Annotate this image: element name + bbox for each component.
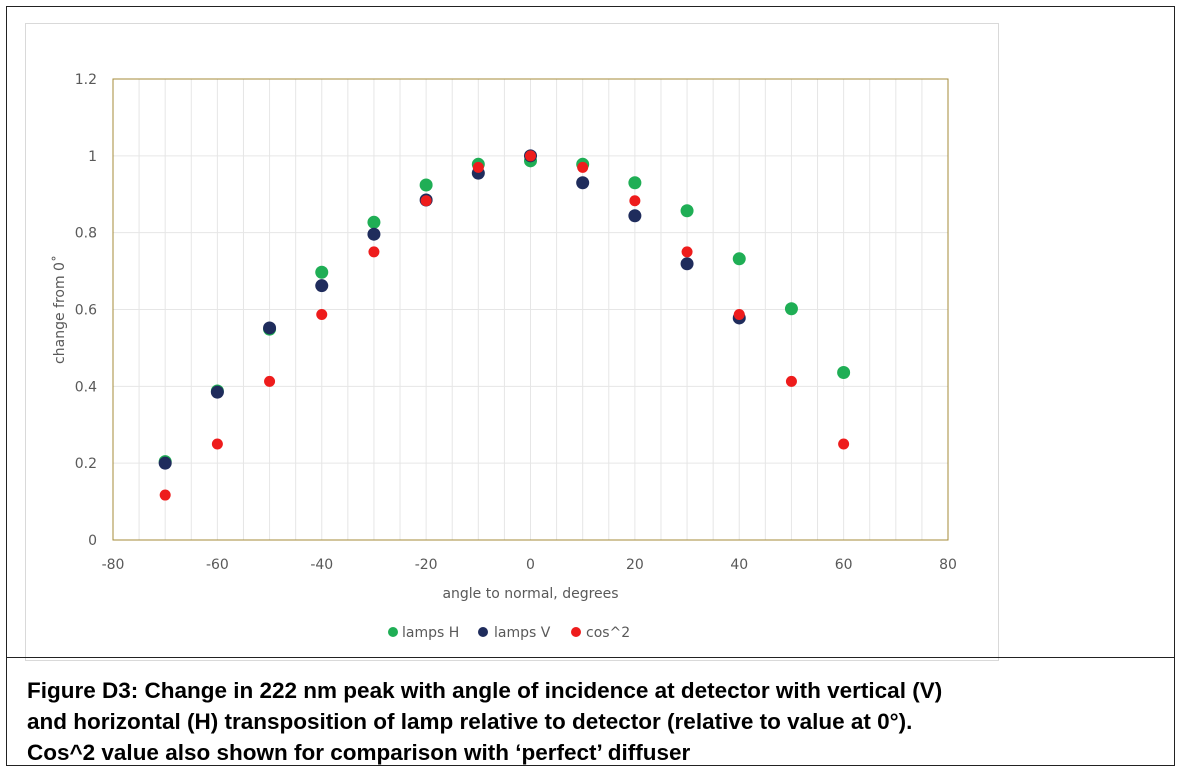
scatter-chart: -80 -60 -40 -20 0 20 40 60 80 0 0.2 0.4 0.6 0.8 1 1.2 a…	[51, 72, 957, 641]
legend-marker	[478, 627, 488, 637]
x-tick-label: 80	[939, 557, 957, 573]
plot-border	[112, 78, 949, 541]
data-point	[784, 302, 798, 316]
data-point	[367, 215, 381, 229]
x-tick-label: -40	[310, 557, 333, 573]
legend-marker	[571, 627, 581, 637]
x-tick-label: 20	[626, 557, 644, 573]
data-point	[158, 456, 172, 470]
legend-label: lamps H	[402, 625, 459, 641]
x-tick-label: -20	[415, 557, 438, 573]
data-point	[628, 176, 642, 190]
data-point	[732, 252, 746, 266]
data-point	[576, 176, 590, 190]
legend-label: cos^2	[586, 625, 630, 641]
y-axis-label: change from 0˚	[51, 255, 68, 364]
data-point	[315, 265, 329, 279]
data-point	[420, 195, 432, 207]
y-tick-label: 0.2	[75, 456, 97, 472]
y-tick-label: 0.4	[75, 379, 97, 395]
data-point	[629, 195, 641, 207]
x-tick-label: 60	[835, 557, 853, 573]
data-point	[472, 161, 484, 173]
legend-marker	[388, 627, 398, 637]
y-tick-label: 0.8	[75, 226, 97, 242]
data-point	[367, 227, 381, 241]
data-point	[159, 489, 171, 501]
data-point	[680, 204, 694, 218]
caption-line-3: Cos^2 value also shown for comparison wi…	[27, 740, 691, 765]
data-point	[525, 150, 536, 162]
data-point	[264, 375, 276, 387]
data-point	[210, 385, 224, 399]
data-point	[263, 321, 277, 335]
data-point	[368, 246, 380, 258]
data-point	[315, 279, 329, 293]
data-point	[316, 308, 328, 320]
data-point	[680, 257, 694, 271]
x-axis-label: angle to normal, degrees	[442, 586, 618, 602]
figure-caption: Figure D3: Change in 222 nm peak with an…	[27, 675, 1167, 768]
grid	[113, 79, 948, 540]
data-point	[628, 209, 642, 223]
x-tick-label: -60	[206, 557, 229, 573]
data-point	[681, 246, 693, 258]
y-tick-label: 0	[88, 533, 97, 549]
data-point	[419, 178, 433, 192]
y-tick-label: 0.6	[75, 303, 97, 319]
chart-area	[25, 23, 999, 661]
x-tick-label: 0	[526, 557, 535, 573]
y-tick-label: 1	[88, 149, 97, 165]
data-point	[577, 161, 589, 173]
caption-divider	[7, 657, 1174, 658]
x-tick-label: 40	[730, 557, 748, 573]
caption-line-2: and horizontal (H) transposition of lamp…	[27, 709, 913, 734]
y-tick-label: 1.2	[75, 72, 97, 88]
x-tick-label: -80	[102, 557, 125, 573]
data-point	[785, 375, 797, 387]
legend-label: lamps V	[494, 625, 551, 641]
legend: lamps H lamps V cos^2	[388, 625, 630, 641]
data-point	[837, 366, 851, 380]
data-point	[211, 438, 223, 450]
data-point	[838, 438, 850, 450]
data-point	[733, 308, 745, 320]
caption-line-1: Figure D3: Change in 222 nm peak with an…	[27, 678, 943, 703]
figure-frame: Figure D3: Change in 222 nm peak with an…	[6, 6, 1175, 766]
data-points	[158, 149, 851, 501]
tick-labels: -80 -60 -40 -20 0 20 40 60 80 0 0.2 0.4 0.6 0.8 1 1.2	[75, 72, 957, 573]
